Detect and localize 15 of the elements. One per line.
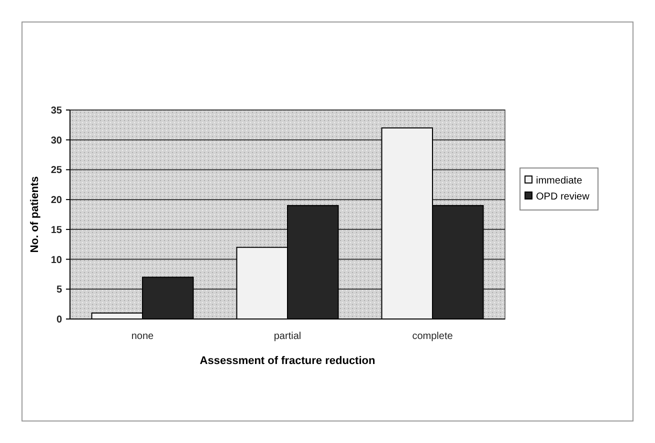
y-tick-label: 10 [50, 254, 62, 266]
y-axis-title: No. of patients [29, 176, 41, 253]
x-tick-label: partial [274, 331, 302, 342]
legend-label: immediate [536, 176, 583, 186]
y-tick-label: 25 [50, 165, 62, 176]
y-tick-label: 30 [50, 135, 62, 146]
y-tick-label: 0 [56, 314, 62, 326]
x-tick-label: complete [412, 331, 454, 342]
y-tick-label: 15 [50, 224, 62, 236]
x-axis-title: Assessment of fracture reduction [200, 355, 376, 367]
y-tick-label: 20 [50, 195, 62, 206]
legend-label: OPD review [536, 192, 590, 202]
y-tick-label: 5 [56, 284, 62, 296]
x-tick-label: none [131, 331, 154, 342]
y-tick-label: 35 [50, 106, 62, 116]
